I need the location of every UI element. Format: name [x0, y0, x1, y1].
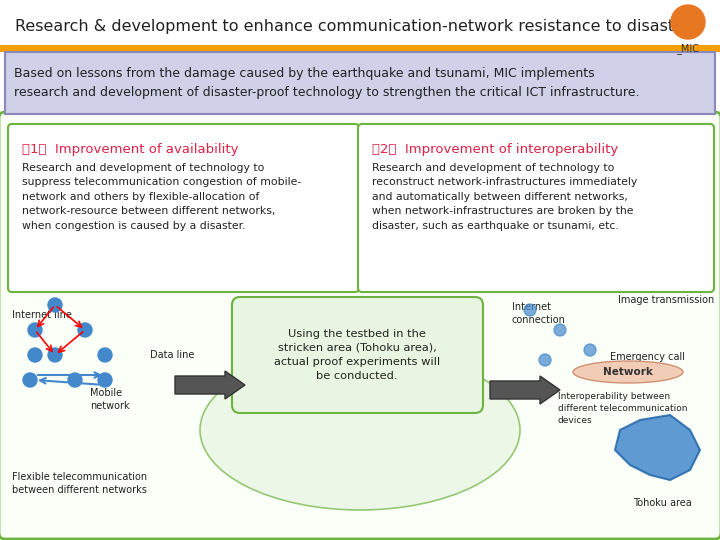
Text: Using the testbed in the
stricken area (Tohoku area),
actual proof experiments w: Using the testbed in the stricken area (… [274, 329, 440, 381]
Text: Research and development of technology to
reconstruct network-infrastructures im: Research and development of technology t… [372, 163, 637, 231]
Text: Tohoku area: Tohoku area [633, 498, 692, 508]
FancyBboxPatch shape [232, 297, 483, 413]
Text: （2）  Improvement of interoperability: （2） Improvement of interoperability [372, 143, 618, 156]
Circle shape [48, 348, 62, 362]
Bar [0, 0, 720, 48]
Text: Emergency call: Emergency call [610, 352, 685, 362]
FancyArrow shape [490, 376, 560, 404]
Circle shape [539, 354, 551, 366]
Text: Interoperability between
different telecommunication
devices: Interoperability between different telec… [558, 392, 688, 424]
Circle shape [28, 323, 42, 337]
FancyBboxPatch shape [8, 124, 359, 292]
FancyBboxPatch shape [358, 124, 714, 292]
Text: Internet line: Internet line [12, 310, 72, 320]
Ellipse shape [200, 350, 520, 510]
Circle shape [48, 298, 62, 312]
Text: Research & development to enhance communication-network resistance to disasters: Research & development to enhance commun… [15, 18, 699, 33]
Text: （1）  Improvement of availability: （1） Improvement of availability [22, 143, 238, 156]
FancyBboxPatch shape [0, 112, 720, 539]
Text: Data line: Data line [150, 350, 194, 360]
Text: Network: Network [603, 367, 653, 377]
Circle shape [23, 373, 37, 387]
Circle shape [28, 348, 42, 362]
Text: Based on lessons from the damage caused by the earthquake and tsunami, MIC imple: Based on lessons from the damage caused … [14, 67, 639, 99]
FancyArrow shape [175, 371, 245, 399]
Text: Flexible telecommunication
between different networks: Flexible telecommunication between diffe… [12, 472, 147, 495]
Ellipse shape [573, 361, 683, 383]
Circle shape [584, 344, 596, 356]
Circle shape [524, 304, 536, 316]
Circle shape [98, 348, 112, 362]
Text: Internet
connection: Internet connection [512, 302, 566, 325]
Circle shape [671, 5, 705, 39]
Circle shape [68, 373, 82, 387]
Circle shape [554, 324, 566, 336]
Bar [5, 52, 715, 114]
Text: Research and development of technology to
suppress telecommunication congestion : Research and development of technology t… [22, 163, 301, 231]
Polygon shape [615, 415, 700, 480]
Text: Image transmission: Image transmission [618, 295, 714, 305]
Bar [0, 45, 720, 52]
Text: _MIC: _MIC [677, 43, 700, 54]
Text: Mobile
network: Mobile network [90, 388, 130, 411]
Circle shape [78, 323, 92, 337]
Circle shape [98, 373, 112, 387]
